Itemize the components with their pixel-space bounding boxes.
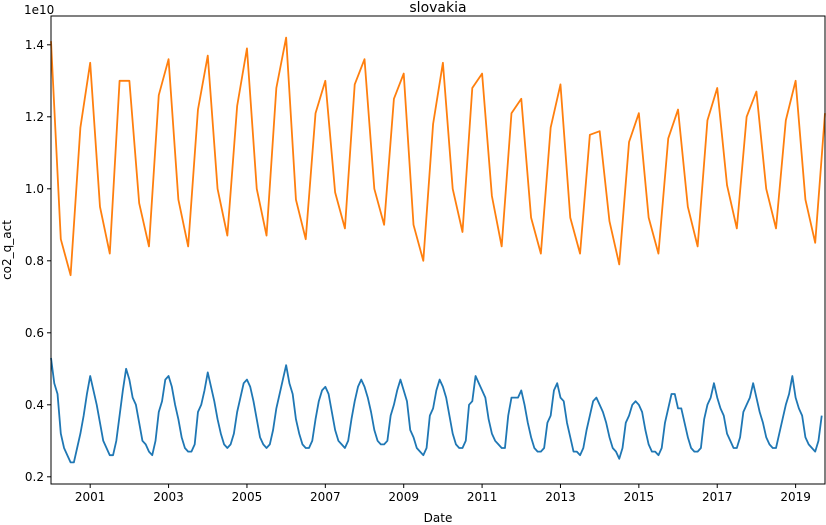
y-tick-label: 0.8 [25, 254, 44, 268]
series-line-2 [50, 357, 823, 464]
plot-frame [50, 15, 826, 485]
x-tick-label: 2011 [467, 490, 498, 504]
x-tick-label: 2017 [702, 490, 733, 504]
y-tick-label: 0.4 [25, 398, 44, 412]
y-tick-label: 1.2 [25, 110, 44, 124]
series-layer [50, 36, 826, 464]
x-tick-label: 2015 [624, 490, 655, 504]
x-tick-label: 2007 [310, 490, 341, 504]
y-axis-offset-text: 1e10 [24, 3, 54, 17]
x-tick-label: 2013 [545, 490, 576, 504]
chart-title: slovakia [409, 0, 466, 16]
x-axis-title: Date [424, 511, 453, 525]
y-tick-label: 1.0 [25, 182, 44, 196]
series-line-1 [50, 36, 826, 277]
x-tick-label: 2003 [153, 490, 184, 504]
y-tick-label: 0.2 [25, 470, 44, 484]
y-axis-title: co2_q_act [0, 220, 14, 280]
x-tick-label: 2009 [388, 490, 419, 504]
x-tick-label: 2005 [232, 490, 263, 504]
x-tick-label: 2001 [75, 490, 106, 504]
y-tick-label: 1.4 [25, 38, 44, 52]
x-axis-ticks: 2001 2003 2005 2007 2009 2011 2013 2015 2017 2019 [75, 484, 811, 504]
y-tick-label: 0.6 [25, 326, 44, 340]
y-axis-ticks: 0.2 0.4 0.6 0.8 1.0 1.2 1.4 [25, 38, 51, 484]
x-tick-label: 2019 [780, 490, 811, 504]
